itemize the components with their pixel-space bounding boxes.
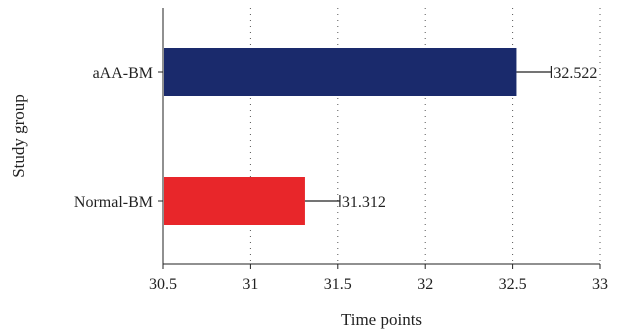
bar-normal-bm bbox=[164, 177, 305, 225]
x-tick-label: 32 bbox=[417, 276, 433, 293]
data-label: 32.522 bbox=[553, 65, 597, 82]
y-axis-title: Study group bbox=[9, 94, 28, 178]
x-tick-label: 31 bbox=[242, 276, 258, 293]
data-label: 31.312 bbox=[342, 194, 386, 211]
x-tick-labels: 30.5 31 31.5 32 32.5 33 bbox=[149, 264, 608, 293]
y-tick-labels: aAA-BM Normal-BM bbox=[74, 65, 163, 211]
y-tick-label: aAA-BM bbox=[93, 65, 153, 82]
x-axis-title: Time points bbox=[341, 310, 422, 329]
x-tick-label: 32.5 bbox=[499, 276, 527, 293]
x-tick-label: 33 bbox=[592, 276, 608, 293]
x-tick-label: 31.5 bbox=[324, 276, 352, 293]
grid-lines bbox=[249, 8, 601, 264]
y-tick-label: Normal-BM bbox=[74, 194, 153, 211]
x-tick-label: 30.5 bbox=[149, 276, 177, 293]
bar-aaa-bm bbox=[164, 48, 517, 96]
axes bbox=[162, 8, 600, 265]
bars: 32.522 31.312 bbox=[164, 48, 597, 225]
